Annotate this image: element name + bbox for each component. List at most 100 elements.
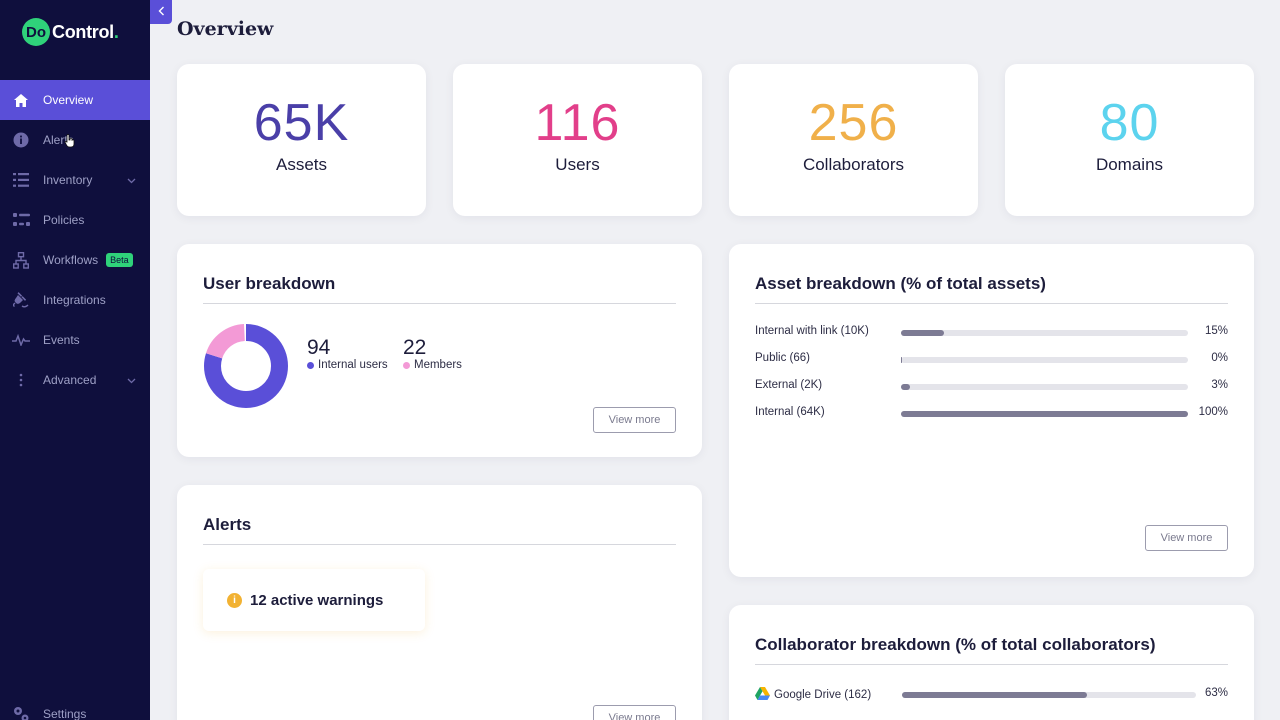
- info-icon: [12, 131, 30, 149]
- bar-label: Public (66): [755, 352, 810, 364]
- asset-bar-row: Internal with link (10K) 15%: [755, 324, 1228, 342]
- sidebar-nav: Overview Alerts Inventory Policies: [0, 80, 150, 400]
- stat-label: Domains: [1095, 155, 1164, 174]
- warning-info-icon: i: [227, 592, 242, 608]
- sidebar-item-label: Integrations: [43, 293, 106, 307]
- user-breakdown-card: User breakdown 94 Internal users 22 Memb…: [177, 244, 702, 457]
- stat-value: 65K: [253, 94, 350, 152]
- user-donut-chart: [204, 324, 288, 408]
- sidebar-item-settings[interactable]: Settings: [0, 700, 150, 720]
- chevron-left-icon: [158, 3, 165, 21]
- internal-users-count: 94: [307, 336, 331, 359]
- stat-value: 80: [1099, 94, 1160, 152]
- legend-dot: [307, 361, 314, 369]
- internal-users-legend: Internal users: [307, 359, 388, 371]
- bar-percent: 0%: [1211, 352, 1228, 364]
- google-drive-icon: [755, 687, 770, 703]
- sidebar-item-inventory[interactable]: Inventory: [0, 160, 150, 200]
- sidebar-item-label: Settings: [43, 707, 87, 720]
- bar-label-text: Google Drive (162): [774, 689, 872, 701]
- card-title: User breakdown: [203, 274, 336, 293]
- sidebar-item-label: Workflows: [43, 253, 99, 267]
- legend-label: Members: [414, 359, 462, 371]
- legend-dot: [403, 361, 410, 369]
- view-more-button[interactable]: View more: [1145, 525, 1228, 551]
- sidebar-item-label: Events: [43, 333, 80, 347]
- bar-percent: 63%: [1204, 687, 1228, 699]
- sidebar-item-workflows[interactable]: Workflows Beta: [0, 240, 150, 280]
- sidebar-item-label: Policies: [43, 213, 85, 227]
- donut-internal-segment: [204, 324, 288, 408]
- plug-icon: [12, 291, 30, 309]
- active-warnings-box[interactable]: i 12 active warnings: [203, 569, 425, 631]
- asset-bar-row: External (2K) 3%: [755, 378, 1228, 396]
- alerts-card: Alerts i 12 active warnings View more: [177, 485, 702, 720]
- view-more-button[interactable]: View more: [593, 705, 676, 720]
- list-icon: [12, 171, 30, 189]
- mouse-cursor-icon: [64, 134, 76, 153]
- divider: [755, 664, 1228, 665]
- card-title: Alerts: [203, 515, 252, 534]
- bar-fill: [901, 330, 945, 336]
- pulse-icon: [12, 331, 30, 349]
- stat-value: 116: [534, 94, 621, 152]
- stat-value: 256: [808, 94, 899, 152]
- stat-card-domains[interactable]: 80 Domains: [1005, 64, 1254, 216]
- divider: [203, 544, 676, 545]
- bar-fill: [902, 692, 1088, 698]
- stat-card-assets[interactable]: 65K Assets: [177, 64, 426, 216]
- more-vertical-icon: [12, 371, 30, 389]
- bar-percent: 15%: [1204, 325, 1228, 337]
- beta-badge: Beta: [106, 253, 133, 267]
- page-title: Overview: [177, 18, 274, 40]
- sidebar-item-label: Inventory: [43, 173, 93, 187]
- bar-fill: [901, 384, 910, 390]
- logo-text: Control.: [52, 21, 119, 42]
- logo[interactable]: Do Control.: [22, 18, 119, 46]
- bar-track: [901, 384, 1188, 390]
- asset-bar-row: Internal (64K) 100%: [755, 405, 1228, 423]
- stat-card-collaborators[interactable]: 256 Collaborators: [729, 64, 978, 216]
- card-title: Asset breakdown (% of total assets): [755, 274, 1046, 293]
- stat-label: Users: [555, 155, 600, 174]
- view-more-button[interactable]: View more: [593, 407, 676, 433]
- home-icon: [12, 91, 30, 109]
- sidebar-item-policies[interactable]: Policies: [0, 200, 150, 240]
- collapse-sidebar-button[interactable]: [150, 0, 172, 24]
- sidebar-item-advanced[interactable]: Advanced: [0, 360, 150, 400]
- bar-label: Google Drive (162): [755, 687, 871, 703]
- bar-track: [902, 692, 1196, 698]
- stat-card-users[interactable]: 116 Users: [453, 64, 702, 216]
- chevron-down-icon: [127, 373, 136, 387]
- logo-mark: Do: [22, 18, 50, 46]
- sidebar-item-overview[interactable]: Overview: [0, 80, 150, 120]
- divider: [203, 303, 676, 304]
- stat-label: Collaborators: [802, 155, 905, 174]
- sidebar-item-label: Advanced: [43, 373, 97, 387]
- asset-breakdown-card: Asset breakdown (% of total assets) Inte…: [729, 244, 1254, 577]
- members-count: 22: [403, 336, 427, 359]
- bar-track: [901, 411, 1188, 417]
- gear-icon: [12, 705, 30, 720]
- collaborator-bar-row: Google Drive (162) 63%: [755, 686, 1228, 704]
- sidebar: Do Control. Overview Alerts Inventory: [0, 0, 150, 720]
- bar-label: Internal with link (10K): [755, 325, 869, 337]
- bar-track: [901, 357, 1188, 363]
- bar-fill: [901, 411, 1188, 417]
- workflow-icon: [12, 251, 30, 269]
- divider: [755, 303, 1228, 304]
- stat-label: Assets: [275, 155, 328, 174]
- bar-fill: [901, 357, 903, 363]
- legend-label: Internal users: [318, 359, 388, 371]
- card-title: Collaborator breakdown (% of total colla…: [755, 635, 1156, 654]
- asset-bar-row: Public (66) 0%: [755, 351, 1228, 369]
- sidebar-item-label: Overview: [43, 93, 94, 107]
- policies-icon: [12, 211, 30, 229]
- warnings-text: 12 active warnings: [250, 591, 384, 609]
- sidebar-item-events[interactable]: Events: [0, 320, 150, 360]
- collaborator-breakdown-card: Collaborator breakdown (% of total colla…: [729, 605, 1254, 720]
- sidebar-item-integrations[interactable]: Integrations: [0, 280, 150, 320]
- chevron-down-icon: [127, 173, 136, 187]
- bar-label: External (2K): [755, 379, 823, 391]
- members-legend: Members: [403, 359, 462, 371]
